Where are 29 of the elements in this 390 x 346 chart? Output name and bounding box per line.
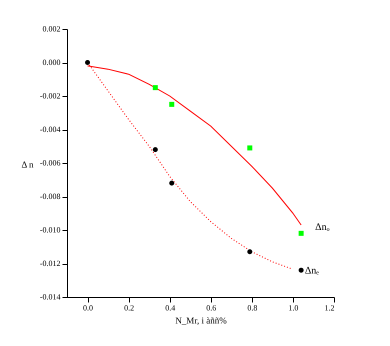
y-tick-label: -0.010 <box>40 226 60 234</box>
annotation: Δnₑ <box>304 266 320 277</box>
point <box>152 85 158 90</box>
point <box>247 145 252 150</box>
y-tick-label: -0.004 <box>40 125 60 134</box>
point <box>298 230 304 236</box>
y-tick-label: 0.002 <box>42 24 60 34</box>
point <box>169 102 174 107</box>
y-tick-label: 0.000 <box>42 58 60 67</box>
x-tick-label: 0.4 <box>165 304 176 312</box>
x-tick-label: 1.2 <box>324 304 334 312</box>
y-tick-label: -0.002 <box>40 92 60 100</box>
x-tick-label: 0.8 <box>247 304 258 312</box>
x-tick-label: 0.2 <box>124 304 134 312</box>
annotation: Δnₒ <box>315 222 330 233</box>
y-tick-label: -0.006 <box>40 158 60 168</box>
y-tick-label: -0.012 <box>40 259 60 268</box>
y-tick-label: -0.014 <box>40 292 60 302</box>
point <box>85 60 90 65</box>
point <box>152 147 158 152</box>
point <box>247 249 252 254</box>
point <box>169 180 174 186</box>
point <box>298 268 304 273</box>
x-tick-label: 0.0 <box>83 304 94 312</box>
y-tick-label: -0.008 <box>40 192 60 201</box>
x-tick-label: 1.0 <box>288 304 298 312</box>
x-tick-label: 0.6 <box>206 304 216 312</box>
y-axis-title: Δ n <box>21 160 34 170</box>
x-axis-title: N_Mr, i àññ% <box>175 316 228 326</box>
